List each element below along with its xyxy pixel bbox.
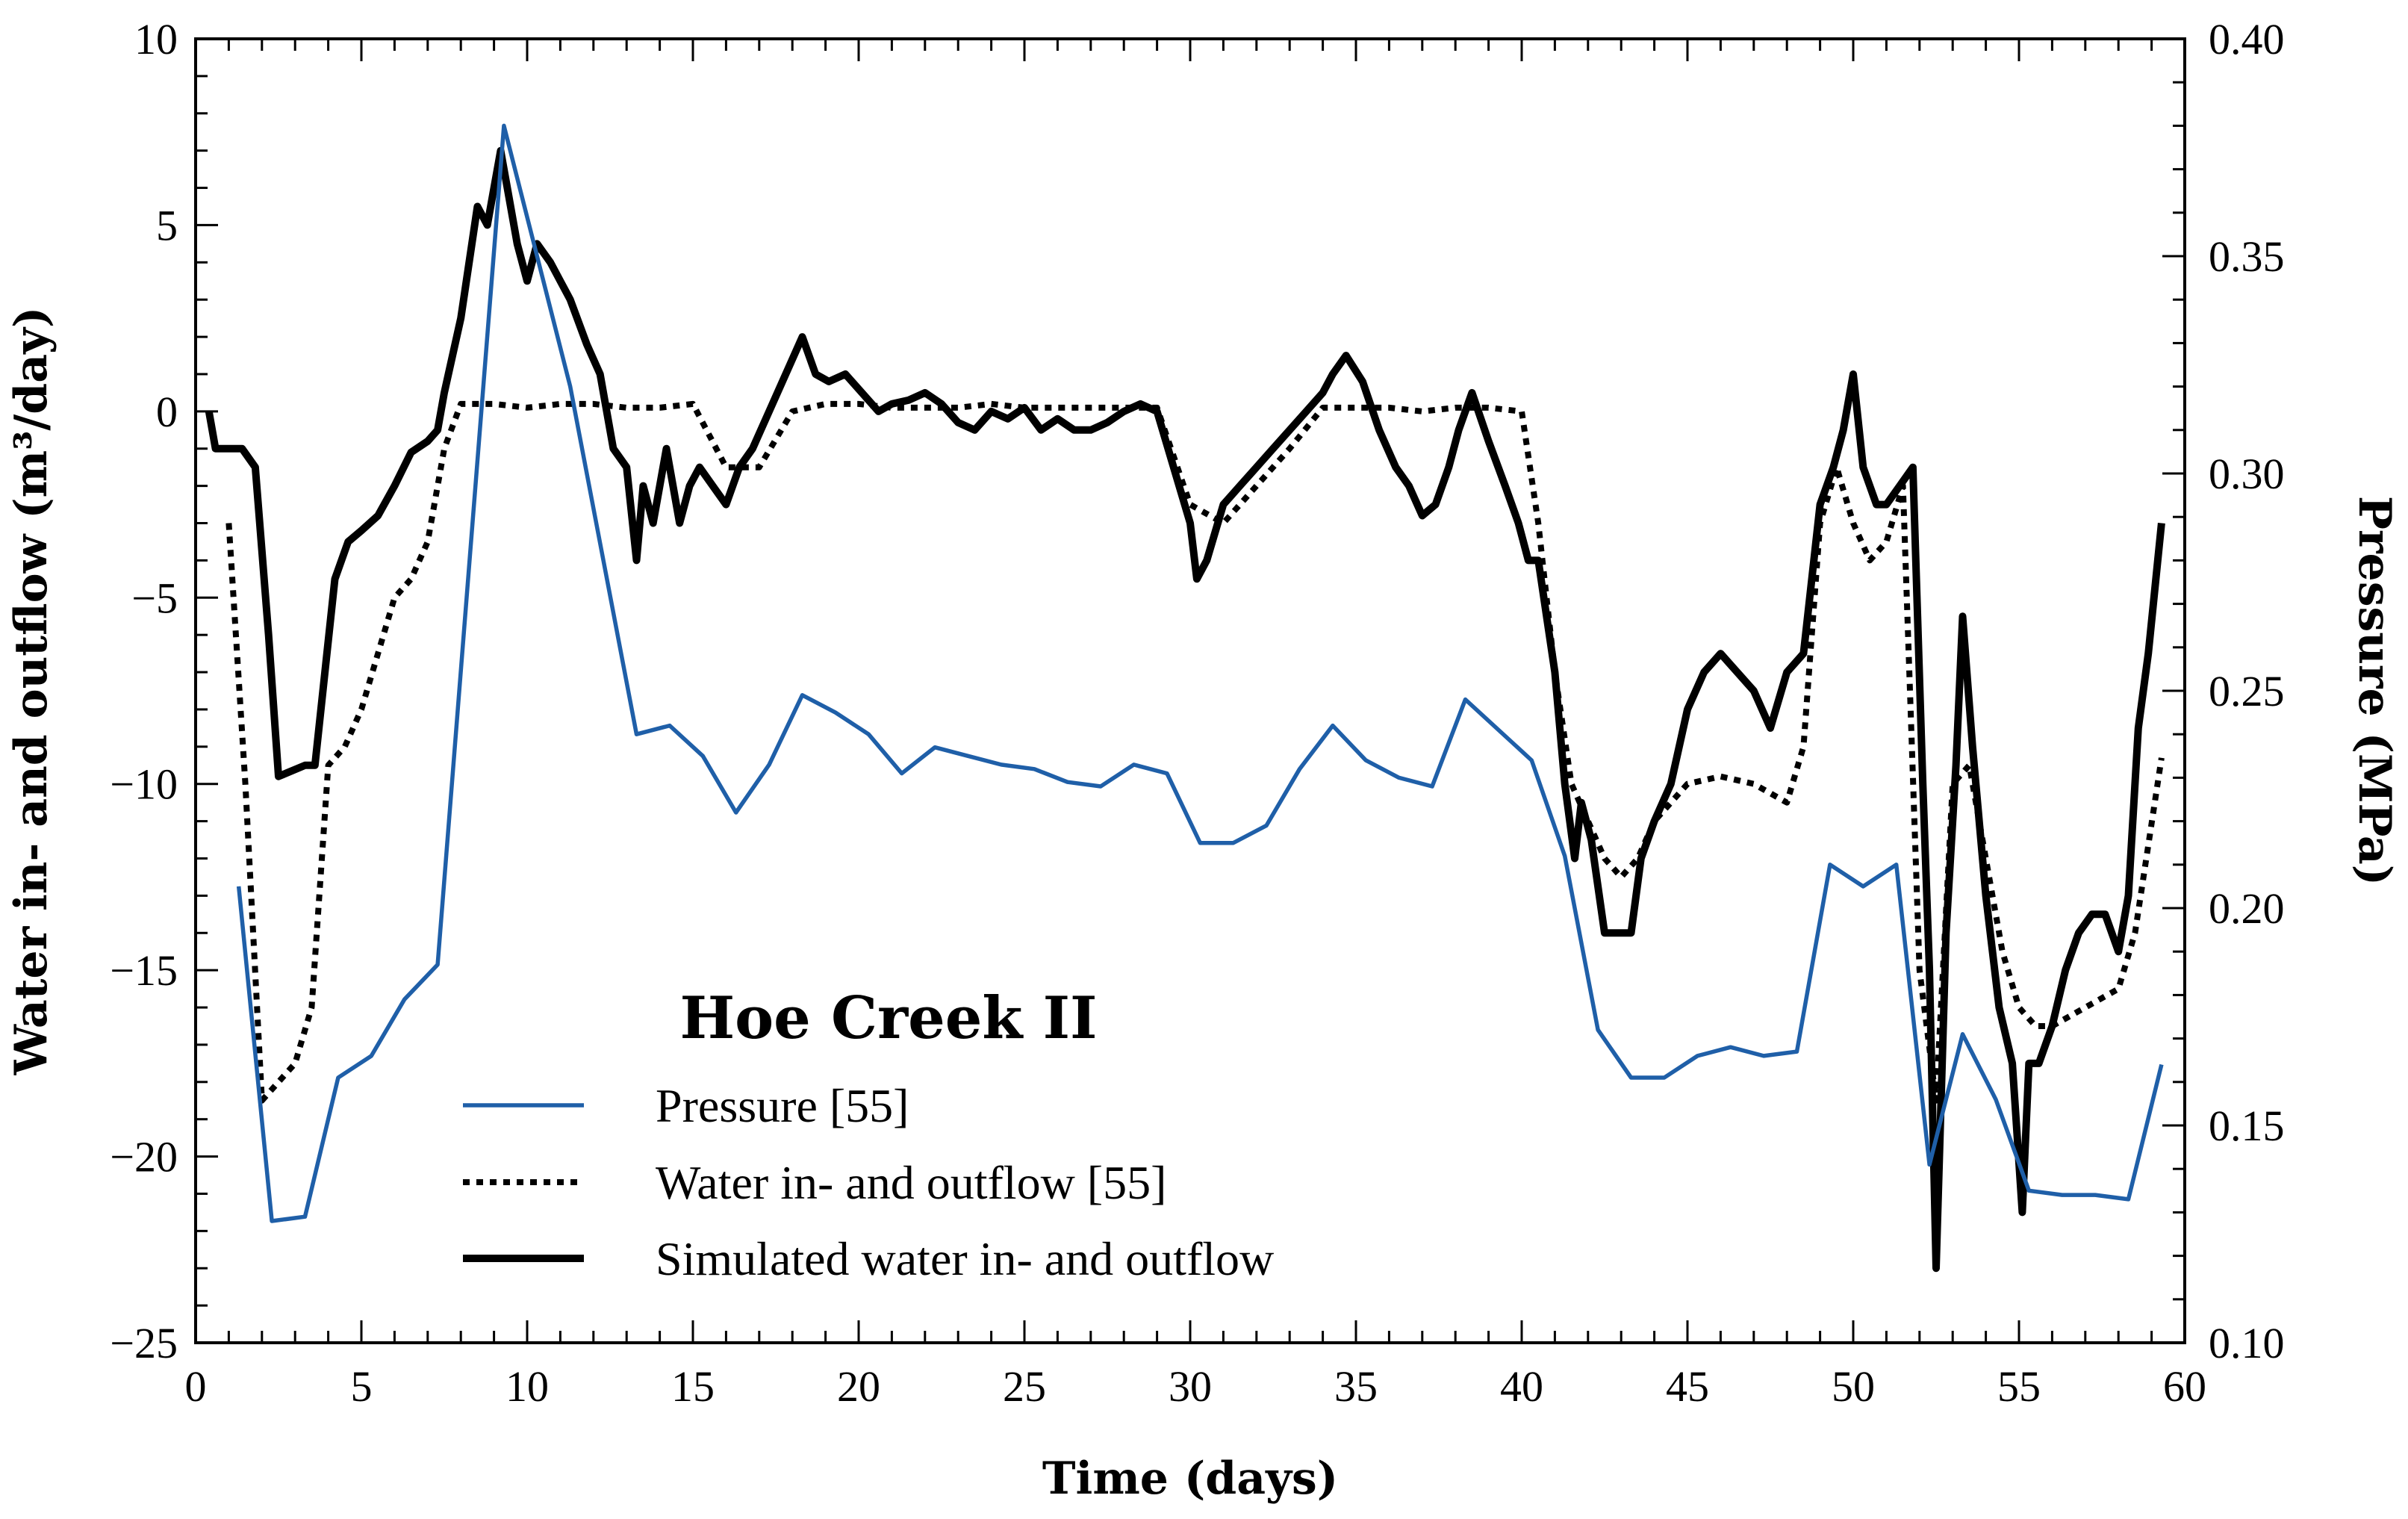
y-left-tick-label: −10 (110, 760, 178, 809)
y-right-tick-label: 0.35 (2209, 232, 2285, 281)
series-layer (205, 123, 2165, 1273)
y-left-tick-label: −20 (110, 1133, 178, 1181)
legend-label-water: Water in- and outflow [55] (656, 1156, 1166, 1209)
x-tick-label: 0 (185, 1362, 207, 1411)
y-left-tick-label: 0 (156, 388, 178, 436)
labels-layer: 0 5 10 15 20 25 30 35 40 45 50 55 601050−5−10−15−20−… (110, 15, 2284, 1411)
y-left-tick-label: 10 (134, 15, 178, 63)
x-tick-label: 35 (1334, 1362, 1378, 1411)
y-left-tick-label: −15 (110, 946, 178, 995)
x-tick-label: 60 (2163, 1362, 2206, 1411)
y-right-tick-label: 0.10 (2209, 1319, 2285, 1367)
x-tick-label: 20 (837, 1362, 880, 1411)
series-line-solid-blue (236, 123, 2164, 1223)
y-left-axis-title: Water in- and outflow (m³/day) (5, 307, 57, 1076)
legend-title: Hoe Creek II (679, 984, 1097, 1052)
y-right-tick-label: 0.15 (2209, 1102, 2285, 1150)
y-right-tick-label: 0.25 (2209, 667, 2285, 715)
x-tick-label: 15 (671, 1362, 715, 1411)
y-left-tick-label: −25 (110, 1319, 178, 1367)
y-right-tick-label: 0.30 (2209, 450, 2285, 498)
y-left-tick-label: 5 (156, 201, 178, 249)
series-line-solid-black (205, 146, 2165, 1273)
x-tick-label: 30 (1169, 1362, 1212, 1411)
ticks-layer (194, 37, 2186, 1344)
x-tick-label: 25 (1003, 1362, 1046, 1411)
y-left-tick-label: −5 (131, 574, 178, 622)
y-right-axis-title: Pressure (MPa) (2348, 496, 2401, 886)
x-tick-label: 5 (351, 1362, 373, 1411)
y-right-tick-label: 0.20 (2209, 884, 2285, 933)
x-tick-label: 45 (1666, 1362, 1709, 1411)
legend: Hoe Creek II Pressure [55] Water in- and… (463, 984, 1274, 1285)
x-tick-label: 55 (1997, 1362, 2041, 1411)
legend-label-pressure: Pressure [55] (656, 1079, 909, 1132)
x-tick-label: 50 (1832, 1362, 1875, 1411)
legend-label-simulated: Simulated water in- and outflow (656, 1232, 1274, 1285)
x-tick-label: 40 (1500, 1362, 1543, 1411)
y-right-tick-label: 0.40 (2209, 15, 2285, 63)
x-axis-title: Time (days) (1042, 1453, 1338, 1505)
series-line-dotted-black (225, 400, 2165, 1104)
x-tick-label: 10 (505, 1362, 549, 1411)
